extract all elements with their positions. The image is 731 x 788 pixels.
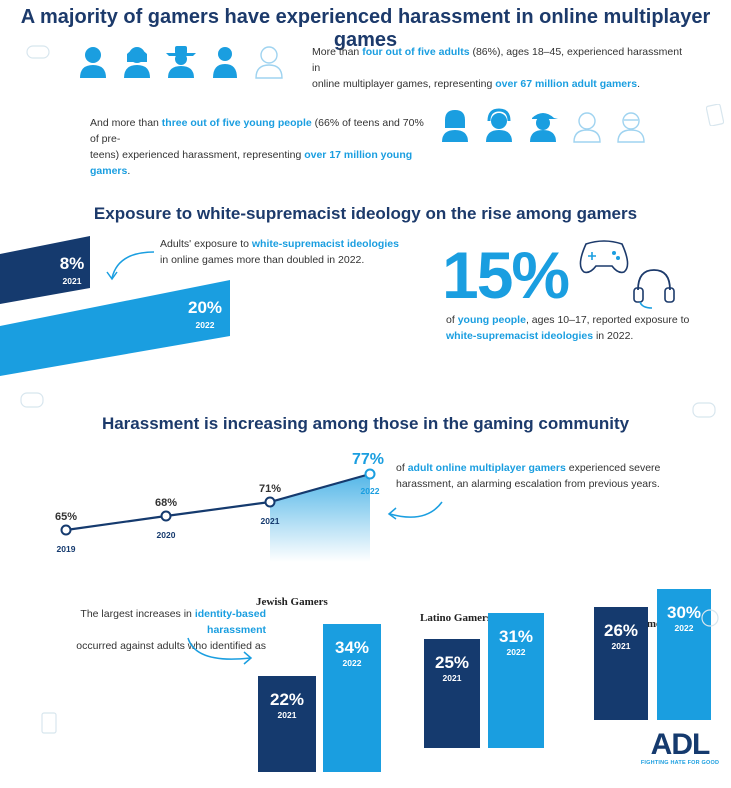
logo-wordmark: ADL	[650, 728, 711, 761]
trend-value-label: 77%	[352, 452, 384, 468]
trend-value-label: 71%	[259, 483, 281, 495]
trend-point	[60, 524, 72, 536]
headset-icon	[632, 264, 676, 310]
person-icon	[80, 47, 106, 78]
adult-icons	[78, 44, 288, 80]
curved-arrow-icon	[386, 500, 444, 522]
bar-value-label: 30%	[666, 603, 702, 622]
bar-value-label: 22%	[269, 690, 305, 709]
bar-2021: 25% 2021	[424, 639, 480, 748]
controller-icon	[576, 238, 632, 278]
adl-logo: ADL FIGHTING HATE FOR GOOD	[640, 728, 720, 767]
girl-icon	[442, 110, 468, 142]
bar-value-label: 26%	[603, 621, 639, 640]
smiley-icon	[700, 608, 720, 628]
bar-year-label: 2022	[674, 623, 694, 633]
group-title: Latino Gamers	[420, 612, 492, 624]
bar-2022: 30% 2022	[657, 589, 711, 720]
trend-value-label: 65%	[55, 511, 77, 523]
cap-kid-icon	[530, 113, 558, 142]
trend-year-label: 2020	[157, 530, 176, 540]
bar-year-label: 2021	[611, 641, 631, 651]
bar-value-label: 31%	[498, 627, 534, 646]
bar-2021-year: 2021	[62, 276, 82, 286]
bar-2022-value: 20%	[187, 298, 223, 317]
gamepad-icon	[26, 45, 50, 59]
adults-exposure-text: Adults' exposure to white-supremacist id…	[160, 238, 399, 266]
bar-year-label: 2021	[277, 710, 297, 720]
bar-year-label: 2021	[442, 673, 462, 683]
young-exposure-text: of young people, ages 10–17, reported ex…	[446, 314, 690, 342]
curved-arrow-icon	[186, 636, 256, 666]
person-icon	[124, 47, 150, 78]
trend-point	[364, 468, 376, 480]
logo-tagline: FIGHTING HATE FOR GOOD	[640, 760, 720, 766]
bar-2022-year: 2022	[195, 320, 215, 330]
bar-2021: 26% 2021	[594, 607, 648, 720]
adults-harassment-text: More than four out of five adults (86%),…	[312, 46, 682, 90]
trend-year-label: 2022	[361, 486, 380, 496]
handheld-icon	[706, 104, 724, 126]
young-exposure-percent: 15%	[442, 238, 570, 312]
bar-year-label: 2022	[342, 658, 362, 668]
bar-value-label: 25%	[434, 653, 470, 672]
trend-year-label: 2021	[261, 516, 280, 526]
person-suit-icon	[213, 47, 237, 78]
trend-year-label: 2019	[57, 544, 76, 554]
trend-point	[160, 510, 172, 522]
cowboy-icon	[166, 46, 196, 78]
bar-2022: 31% 2022	[488, 613, 544, 748]
headset-kid-icon	[486, 108, 512, 142]
trend-point	[264, 496, 276, 508]
group-title: Jewish Gamers	[256, 596, 328, 608]
bar-2021: 22% 2021	[258, 676, 316, 772]
bar-2021-value: 8%	[59, 254, 85, 273]
section3-title: Harassment is increasing among those in …	[101, 414, 630, 433]
harassment-trend-chart: 65% 2019 68% 2020 71% 2021 77% 2022	[40, 452, 400, 562]
gamepad-icon	[692, 402, 716, 418]
bar-2021	[0, 236, 90, 304]
child-outline-icon	[617, 112, 645, 143]
identity-harassment-text: The largest increases in identity-based …	[76, 608, 266, 652]
page-title: A majority of gamers have experienced ha…	[20, 6, 711, 51]
bar-2022: 34% 2022	[323, 624, 381, 772]
section2-title: Exposure to white-supremacist ideology o…	[93, 204, 638, 223]
child-outline-icon	[573, 112, 601, 143]
severe-harassment-text: of adult online multiplayer gamers exper…	[396, 462, 661, 490]
bar-2022	[0, 280, 230, 376]
bar-year-label: 2022	[506, 647, 526, 657]
trend-value-label: 68%	[155, 497, 177, 509]
young-harassment-text: And more than three out of five young pe…	[90, 117, 424, 177]
gamepad-icon	[20, 392, 44, 408]
curved-arrow-icon	[104, 248, 156, 282]
bar-value-label: 34%	[334, 638, 370, 657]
trend-line	[65, 472, 371, 532]
exposure-bars: 8% 2021 20% 2022	[0, 236, 260, 378]
handheld-icon	[40, 712, 58, 734]
person-outline-icon	[255, 46, 283, 79]
young-icons	[440, 108, 650, 144]
